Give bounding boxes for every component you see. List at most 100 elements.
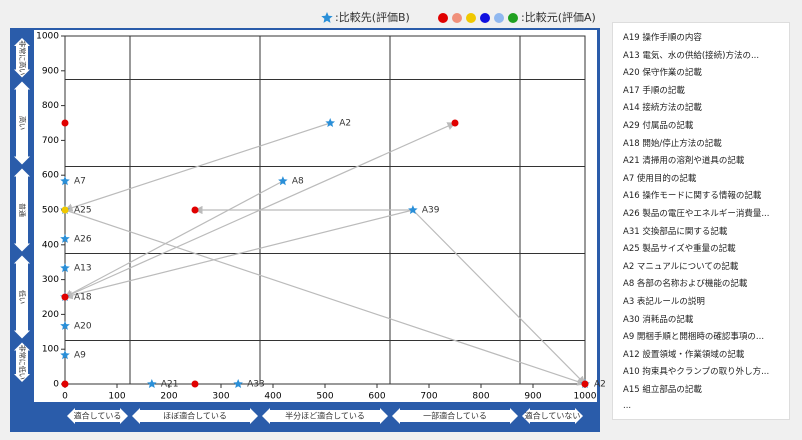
point-label: A9 [74, 351, 86, 361]
legend-star [321, 12, 333, 23]
x-tick-label: 200 [160, 392, 177, 402]
point-dot [61, 119, 69, 127]
x-tick-label: 100 [108, 392, 125, 402]
y-tick-label: 200 [42, 310, 59, 320]
list-item: A16 操作モードに関する情報の記載 [623, 191, 762, 202]
arrow [64, 209, 414, 300]
point-label: A21 [161, 380, 179, 390]
list-item: A10 拘束具やクランプの取り外し方... [623, 367, 770, 378]
y-band-label: 非常に高い [18, 40, 27, 75]
arrow [412, 209, 586, 385]
point-label: A2 [339, 119, 351, 129]
y-tick-label: 300 [42, 275, 59, 285]
point-dot [61, 293, 69, 301]
list-item: A14 接続方法の記載 [623, 103, 702, 114]
point-label: A8 [292, 177, 304, 187]
x-band-label: ほぼ適合している [163, 411, 227, 421]
list-item: A17 手順の記載 [623, 85, 685, 96]
y-tick-label: 100 [42, 345, 59, 355]
legend-dot [452, 13, 462, 23]
list-item: ... [623, 400, 632, 411]
legend-dot [438, 13, 448, 23]
point-star [147, 379, 157, 388]
point-label: A39 [422, 206, 440, 216]
y-tick-label: 800 [42, 101, 59, 111]
x-tick-label: 0 [62, 392, 68, 402]
y-band-label: 普通 [18, 203, 27, 217]
x-tick-label: 1000 [574, 392, 597, 402]
list-item: A13 電気、水の供給(接続)方法の... [623, 50, 760, 61]
y-tick-label: 600 [42, 171, 59, 181]
list-item: A8 各部の名称および機能の記載 [623, 279, 748, 290]
x-band-arrow [67, 408, 128, 424]
y-band-arrow [14, 342, 30, 382]
legend-dot [508, 13, 518, 23]
x-band-arrow [392, 408, 518, 424]
x-tick-label: 600 [368, 392, 385, 402]
legend-dot [480, 13, 490, 23]
point-star [325, 118, 335, 127]
x-band-arrow [262, 408, 388, 424]
x-tick-label: 300 [212, 392, 229, 402]
list-item: A30 消耗品の記載 [623, 314, 694, 325]
y-band-label: 非常に低い [18, 345, 27, 380]
point-label: A13 [74, 264, 92, 274]
list-item: A19 操作手順の内容 [623, 33, 702, 43]
list-item: A7 使用目的の記載 [623, 173, 697, 184]
x-tick-label: 900 [524, 392, 541, 402]
list-item: A18 開始/停止方法の記載 [623, 138, 722, 149]
list-item: A21 清掃用の溶剤や道具の記載 [623, 156, 745, 167]
point-star [233, 379, 243, 388]
point-label: A20 [74, 321, 92, 331]
point-dot [191, 206, 199, 214]
point-label: A7 [74, 177, 86, 187]
y-band-arrow [14, 255, 30, 339]
plot-bg [34, 30, 597, 402]
point-star [60, 263, 70, 273]
sidebar: A19 操作手順の内容 A13 電気、水の供給(接続)方法の... A20 保守作業… [612, 22, 790, 420]
x-band-arrow [132, 408, 258, 424]
y-band-label: 高い [18, 116, 27, 130]
list-item: A2 マニュアルについての記載 [623, 261, 739, 272]
point-star [60, 350, 70, 360]
point-star [408, 205, 418, 214]
x-tick-label: 500 [316, 392, 333, 402]
point-label: A18 [74, 293, 92, 303]
point-dot [61, 206, 69, 214]
arrow [64, 209, 586, 386]
point-star [60, 176, 70, 186]
y-band-arrow [14, 168, 30, 252]
point-dot [191, 380, 199, 388]
x-band-label: 適合していない [525, 411, 581, 421]
legend-label: :比較先(評価B) [335, 10, 410, 24]
list-item: A25 製品サイズや重量の記載 [623, 244, 736, 255]
list-item: A3 表記ルールの説明 [623, 297, 705, 307]
chart: 0 100 200 300 400 500 600 700 800 900 1000 0 100 200 3… [10, 10, 605, 432]
list-item: A12 設置領域・作業領域の記載 [623, 349, 745, 360]
list-item: A29 付属品の記載 [623, 121, 694, 131]
list-item: A31 交換部品に関する記載 [623, 226, 728, 237]
list-item: A26 製品の電圧やエネルギー消費量... [623, 209, 770, 219]
list-item: A15 組立部品の記載 [623, 385, 702, 395]
point-star [60, 320, 70, 330]
point-star [278, 176, 288, 186]
x-band-label: 半分ほど適合している [285, 411, 365, 421]
y-band-label: 低い [18, 290, 27, 304]
list-item: A9 開梱手順と開梱時の確認事項の... [623, 332, 765, 343]
legend-dot [494, 13, 504, 23]
y-tick-label: 1000 [36, 32, 59, 42]
y-tick-label: 0 [53, 380, 59, 390]
y-band-arrow [14, 38, 30, 78]
point-label: A33 [247, 380, 265, 390]
x-tick-label: 400 [264, 392, 281, 402]
y-tick-label: 900 [42, 66, 59, 76]
point-label: A25 [74, 206, 92, 216]
x-band-label: 一部適合している [423, 411, 487, 421]
point-label: A26 [74, 234, 92, 244]
point-star [60, 233, 70, 243]
x-band-arrow [522, 408, 583, 424]
legend-label: :比較元(評価A) [521, 10, 596, 24]
x-tick-label: 800 [472, 392, 489, 402]
y-tick-label: 500 [42, 206, 59, 216]
